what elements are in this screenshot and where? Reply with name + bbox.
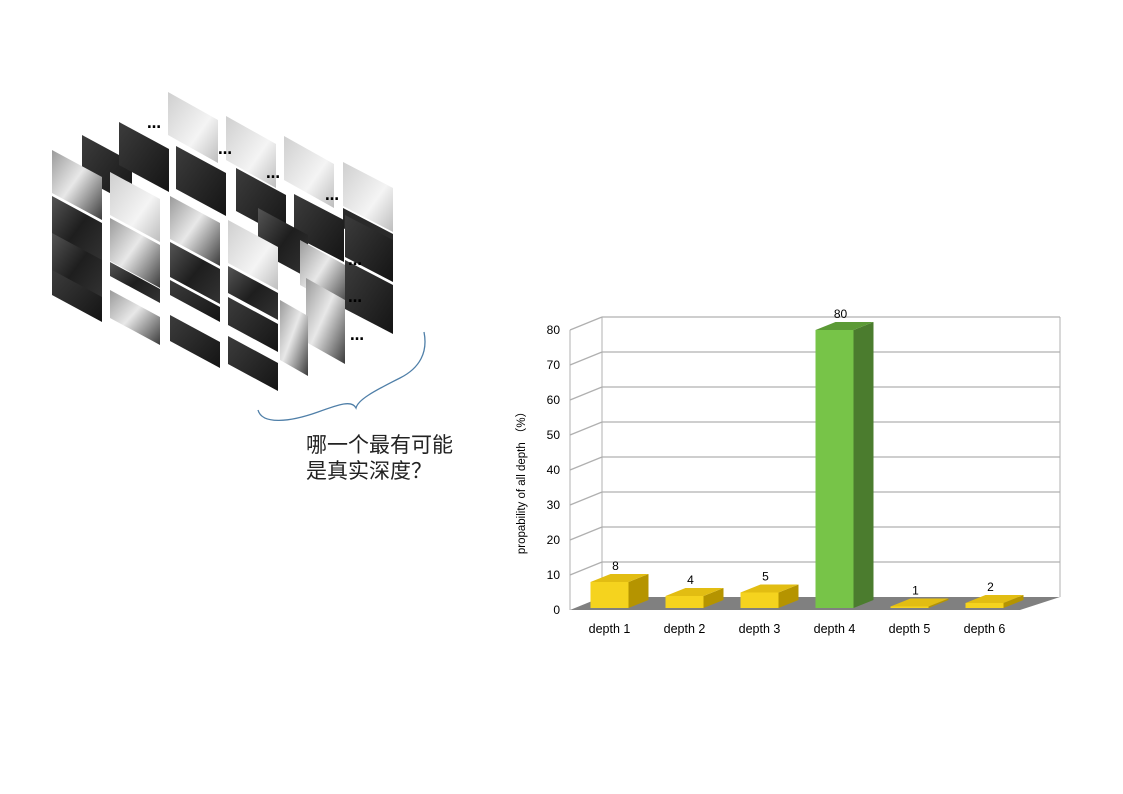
bar: [590, 582, 629, 608]
slice-image: [52, 233, 102, 300]
slice-image: [280, 300, 308, 376]
bar: [740, 592, 779, 608]
gridline-side: [569, 421, 603, 436]
y-tick-label: 70: [547, 358, 561, 372]
y-tick-label: 0: [553, 603, 560, 617]
bar-top: [890, 598, 949, 607]
slice-image: [170, 315, 220, 368]
ellipsis: …: [325, 188, 339, 204]
slice-image: [228, 266, 278, 320]
slice-image: [228, 336, 278, 391]
curly-brace: [257, 331, 426, 421]
y-axis-title: propability of all depth （%）: [515, 406, 528, 554]
chart-grid: [569, 316, 1061, 610]
gridline-side: [569, 386, 603, 401]
bar-top: [665, 588, 724, 596]
y-tick-label: 80: [547, 323, 561, 337]
question-line-1: 哪一个最有可能: [306, 433, 453, 457]
slice-image: [170, 280, 220, 322]
slice-image: [52, 196, 102, 264]
gridline-side: [569, 526, 603, 541]
slice-image: [52, 270, 102, 322]
bar-side: [778, 584, 799, 608]
slice-image: [110, 262, 160, 303]
ellipsis: …: [147, 116, 161, 132]
slice-image: [170, 242, 220, 304]
ellipsis: …: [348, 290, 362, 306]
bar-value-label: 5: [762, 570, 769, 584]
slice-image: [176, 146, 226, 216]
slice-image: [345, 260, 393, 334]
bar: [815, 330, 854, 608]
y-tick-label: 40: [547, 463, 561, 477]
slice-image: [170, 196, 220, 266]
bar-side: [703, 588, 724, 608]
bar-value-label: 80: [834, 307, 848, 321]
gridline-side: [569, 561, 603, 576]
slice-image: [226, 116, 276, 188]
bar-side: [628, 574, 649, 608]
slice-image: [168, 92, 218, 163]
slice-image: [228, 220, 278, 290]
y-tick-label: 60: [547, 393, 561, 407]
slice-image: [110, 172, 160, 242]
slice-image: [294, 194, 344, 262]
x-tick-label: depth 3: [739, 622, 781, 636]
bar-value-label: 4: [687, 573, 694, 587]
question-text: 哪一个最有可能 是真实深度？: [306, 432, 453, 484]
front-layer-slices: [52, 150, 278, 391]
y-tick-label: 20: [547, 533, 561, 547]
slice-image: [228, 297, 278, 352]
gridline-side: [569, 316, 603, 331]
ellipsis: …: [348, 253, 362, 269]
ellipsis: …: [266, 166, 280, 182]
bar: [890, 606, 929, 608]
bar-top: [740, 584, 799, 593]
chart-bars: [590, 322, 1024, 608]
bar-side: [1003, 595, 1024, 608]
bar-side: [853, 322, 874, 608]
bar: [965, 603, 1004, 608]
bar-value-label: 2: [987, 580, 994, 594]
slice-image: [343, 162, 393, 232]
bar-value-label: 1: [912, 584, 919, 598]
slice-image: [306, 278, 345, 364]
ellipsis: …: [218, 142, 232, 158]
middle-layer-slices: [82, 122, 393, 376]
ellipsis-marks: … … … … … … …: [147, 116, 364, 344]
y-tick-label: 30: [547, 498, 561, 512]
gridline-side: [569, 491, 603, 506]
slice-image: [300, 240, 345, 310]
slice-image: [258, 208, 308, 278]
x-tick-label: depth 2: [664, 622, 706, 636]
bar-value-label: 8: [612, 559, 619, 573]
slice-image: [284, 136, 334, 208]
bar-top: [590, 574, 649, 582]
slice-image: [110, 290, 160, 345]
slice-image: [52, 150, 102, 220]
gridline-side: [569, 351, 603, 366]
y-tick-label: 50: [547, 428, 561, 442]
slice-image: [345, 215, 393, 282]
bar-side: [928, 598, 949, 608]
bar-top: [965, 595, 1024, 603]
x-tick-label: depth 5: [889, 622, 931, 636]
question-line-2: 是真实深度？: [306, 459, 432, 483]
slice-image: [110, 218, 160, 288]
slice-image: [119, 122, 169, 192]
chart-labels: 0 10 20 30 40 50 60 70 80 8 depth 1 4 depth 2 5 depth …: [547, 307, 1006, 636]
y-tick-label: 10: [547, 568, 561, 582]
gridline-side: [569, 456, 603, 471]
x-tick-label: depth 6: [964, 622, 1006, 636]
bar: [665, 596, 704, 608]
x-tick-label: depth 1: [589, 622, 631, 636]
bar-top: [815, 322, 874, 330]
x-tick-label: depth 4: [814, 622, 856, 636]
ellipsis: …: [350, 328, 364, 344]
